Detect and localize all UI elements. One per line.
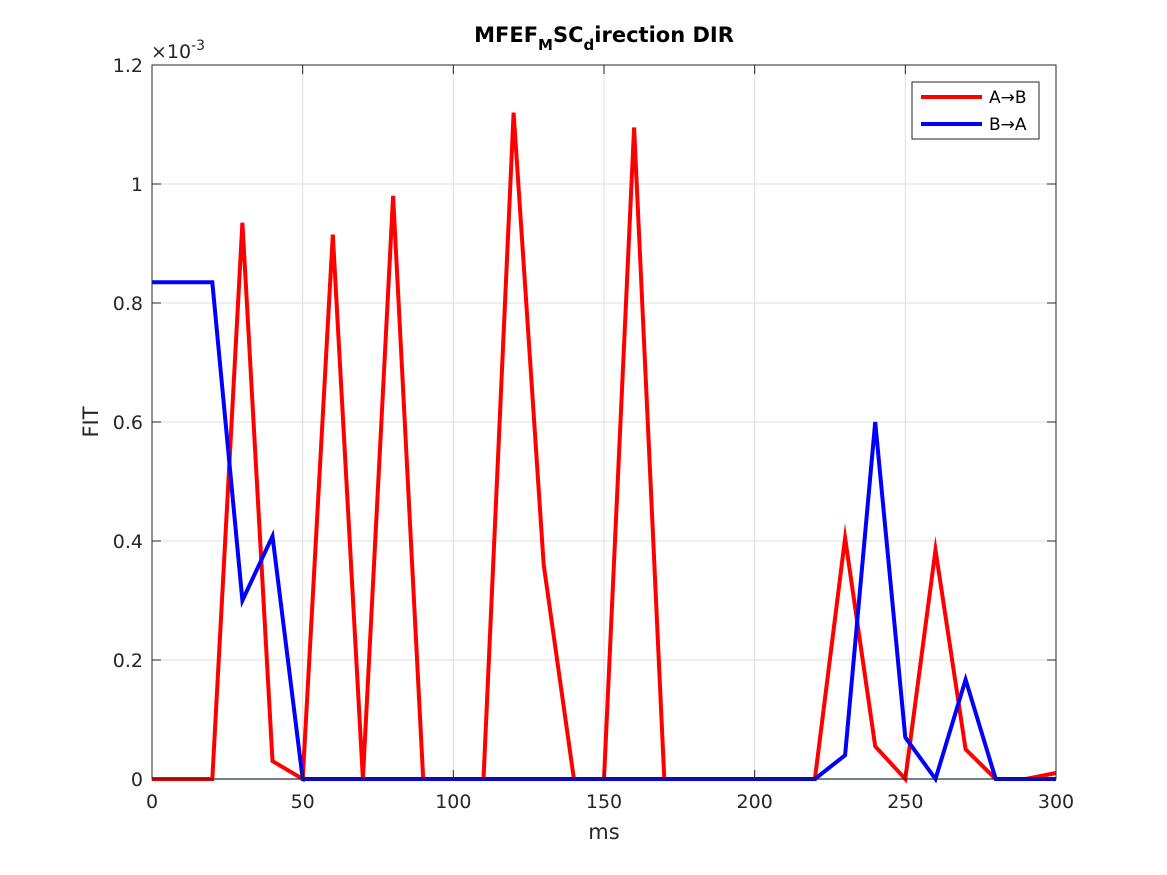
y-tick-label: 0.4 [113,531,143,553]
legend-label-a-to-b: A→B [989,88,1027,108]
legend: A→B B→A [911,81,1040,140]
title-part-1: MFEF [474,23,538,47]
y-tick-label: 0 [131,769,143,791]
title-part-3: irection DIR [594,23,734,47]
x-tick-label: 300 [1038,791,1074,813]
y-exponent-label: ×10-3 [151,38,205,63]
title-subscript-1: M [538,36,553,54]
y-tick-labels: 0 0.2 0.4 0.6 0.8 1 1.2 [113,55,143,791]
x-tick-labels: 0 50 100 150 200 250 300 [146,791,1074,813]
y-tick-label: 0.6 [113,412,143,434]
y-exponent-base: ×10 [151,41,191,63]
x-tick-label: 250 [887,791,923,813]
y-tick-label: 0.2 [113,650,143,672]
y-tick-label: 1 [131,174,143,196]
x-tick-label: 200 [737,791,773,813]
ticks [151,64,1057,780]
title-part-2: SC [553,23,584,47]
y-tick-label: 0.8 [113,293,143,315]
x-axis-label: ms [588,820,619,844]
x-tick-label: 100 [435,791,471,813]
x-tick-label: 150 [586,791,622,813]
legend-label-b-to-a: B→A [989,115,1027,135]
chart-title: MFEFMSCdirection DIR [474,23,734,54]
y-axis-label: FIT [79,406,103,437]
y-tick-label: 1.2 [113,55,143,77]
legend-box [911,81,1040,140]
y-exponent-power: -3 [191,38,205,54]
x-tick-label: 0 [146,791,158,813]
title-subscript-2: d [584,36,595,54]
x-tick-label: 50 [291,791,315,813]
